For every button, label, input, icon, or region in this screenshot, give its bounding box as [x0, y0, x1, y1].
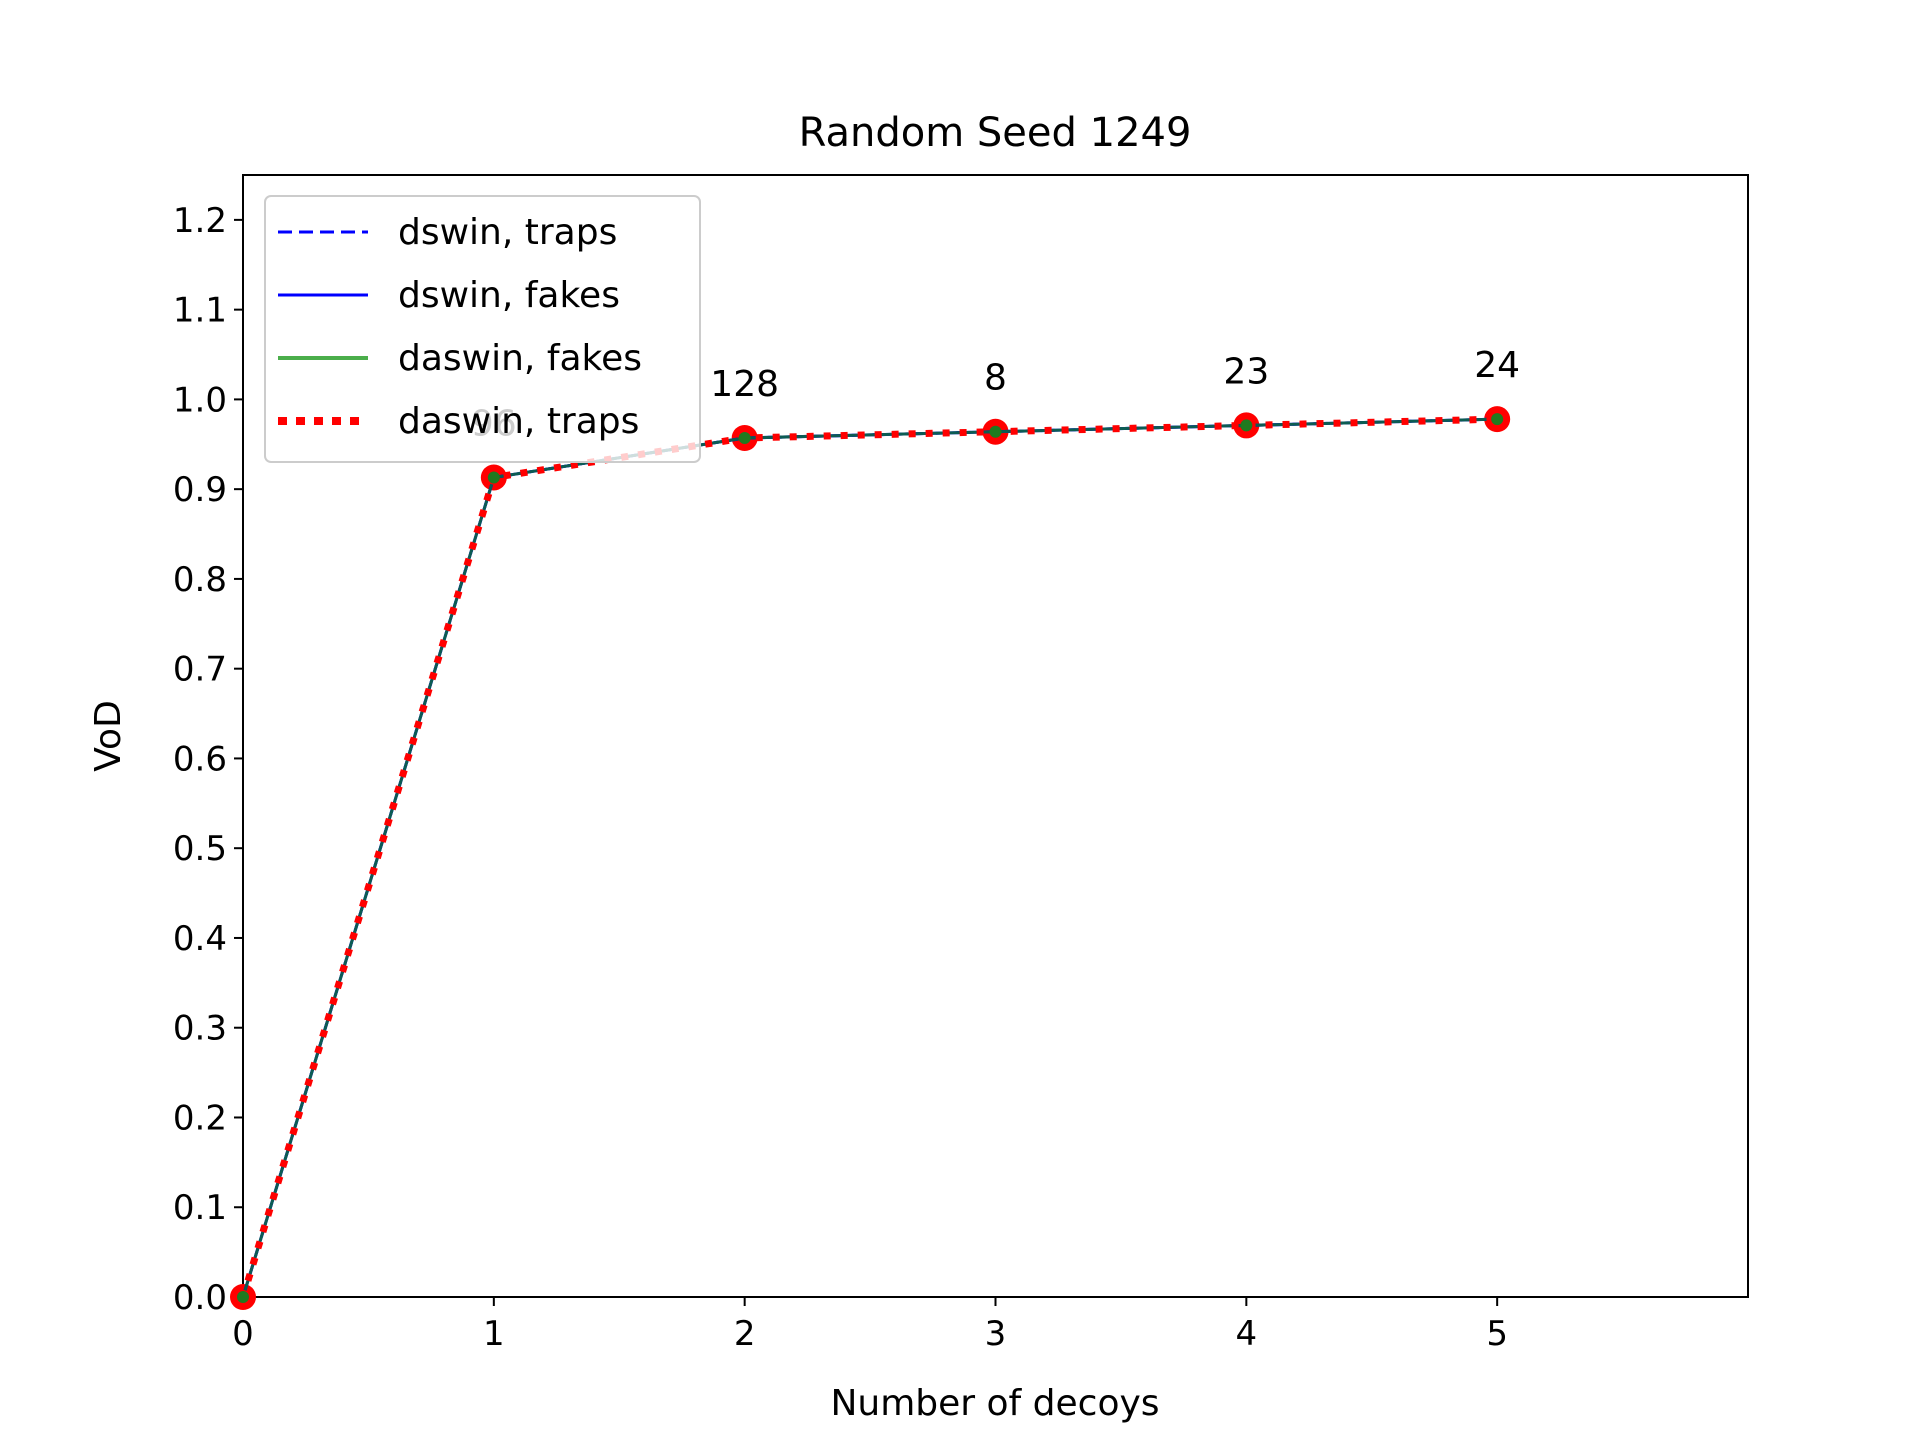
x-tick-label: 4: [1236, 1314, 1258, 1354]
x-tick-label: 3: [985, 1314, 1007, 1354]
x-tick-label: 2: [734, 1314, 756, 1354]
legend-label: dswin, traps: [398, 212, 617, 253]
y-tick-label: 0.9: [173, 470, 227, 510]
legend: dswin, traps dswin, fakes daswin, fakes das…: [264, 195, 701, 463]
data-point-marker: [487, 471, 500, 484]
x-axis-label: Number of decoys: [830, 1383, 1159, 1424]
y-tick-label: 0.3: [173, 1009, 227, 1049]
data-label: 128: [710, 364, 779, 405]
y-tick-label: 0.0: [173, 1278, 227, 1318]
chart-title: Random Seed 1249: [799, 110, 1192, 156]
legend-label: daswin, traps: [398, 401, 639, 442]
x-tick-label: 0: [232, 1314, 254, 1354]
data-point-marker: [237, 1291, 249, 1303]
data-label: 8: [984, 358, 1007, 399]
y-axis: 0.0 0.1 0.2 0.3 0.4 0.5 0.6 0.7 0.8 0.9 1.0 1.1 1.2: [173, 201, 243, 1318]
y-axis-label: VoD: [88, 700, 129, 772]
legend-label: dswin, fakes: [398, 275, 620, 316]
series-layer: [230, 406, 1511, 1310]
data-point-marker: [1240, 419, 1253, 432]
y-tick-label: 1.1: [173, 291, 227, 331]
y-tick-label: 0.8: [173, 560, 227, 600]
y-tick-label: 0.2: [173, 1098, 227, 1138]
y-tick-label: 1.0: [173, 380, 227, 420]
series-line: [239, 415, 1498, 1299]
y-tick-label: 0.5: [173, 829, 227, 869]
y-tick-label: 1.2: [173, 201, 227, 241]
data-point-marker: [989, 425, 1002, 438]
legend-label: daswin, fakes: [398, 338, 642, 379]
data-label: 23: [1223, 351, 1269, 392]
y-tick-label: 0.6: [173, 739, 227, 779]
y-tick-label: 0.4: [173, 919, 227, 959]
data-label: 24: [1474, 345, 1520, 386]
legend-box: [264, 195, 701, 463]
x-axis: 0 1 2 3 4 5: [232, 1297, 1508, 1354]
data-point-marker: [1491, 413, 1504, 426]
x-tick-label: 5: [1486, 1314, 1508, 1354]
x-tick-label: 1: [483, 1314, 505, 1354]
data-point-marker: [738, 431, 751, 444]
y-tick-label: 0.7: [173, 650, 227, 690]
y-tick-label: 0.1: [173, 1188, 227, 1228]
